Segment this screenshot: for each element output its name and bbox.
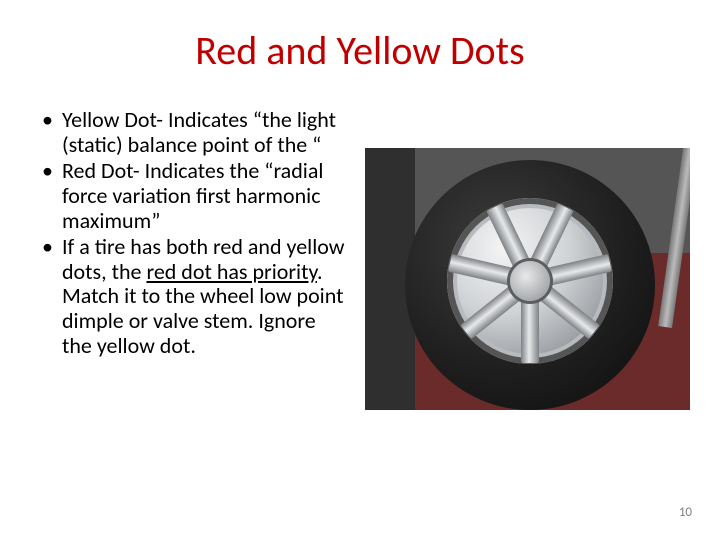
tire-photo [365, 148, 690, 410]
list-item: Yellow Dot- Indicates “the light (static… [40, 108, 350, 157]
bullet-list: Yellow Dot- Indicates “the light (static… [40, 108, 350, 358]
slide: Red and Yellow Dots Yellow Dot- Indicate… [0, 0, 720, 540]
wheel-hub [510, 261, 550, 301]
list-item: Red Dot- Indicates the “radial force var… [40, 159, 350, 233]
page-number: 10 [679, 505, 692, 520]
list-item: If a tire has both red and yellow dots, … [40, 235, 350, 358]
bullet-area: Yellow Dot- Indicates “the light (static… [40, 108, 350, 360]
wheel-rim [447, 198, 613, 364]
page-title: Red and Yellow Dots [0, 26, 720, 75]
bullet-text: Yellow Dot- Indicates “the light (static… [62, 106, 336, 158]
bullet-text: Red Dot- Indicates the “radial force var… [62, 157, 323, 233]
bullet-text-underlined: red dot has priority [146, 258, 317, 285]
